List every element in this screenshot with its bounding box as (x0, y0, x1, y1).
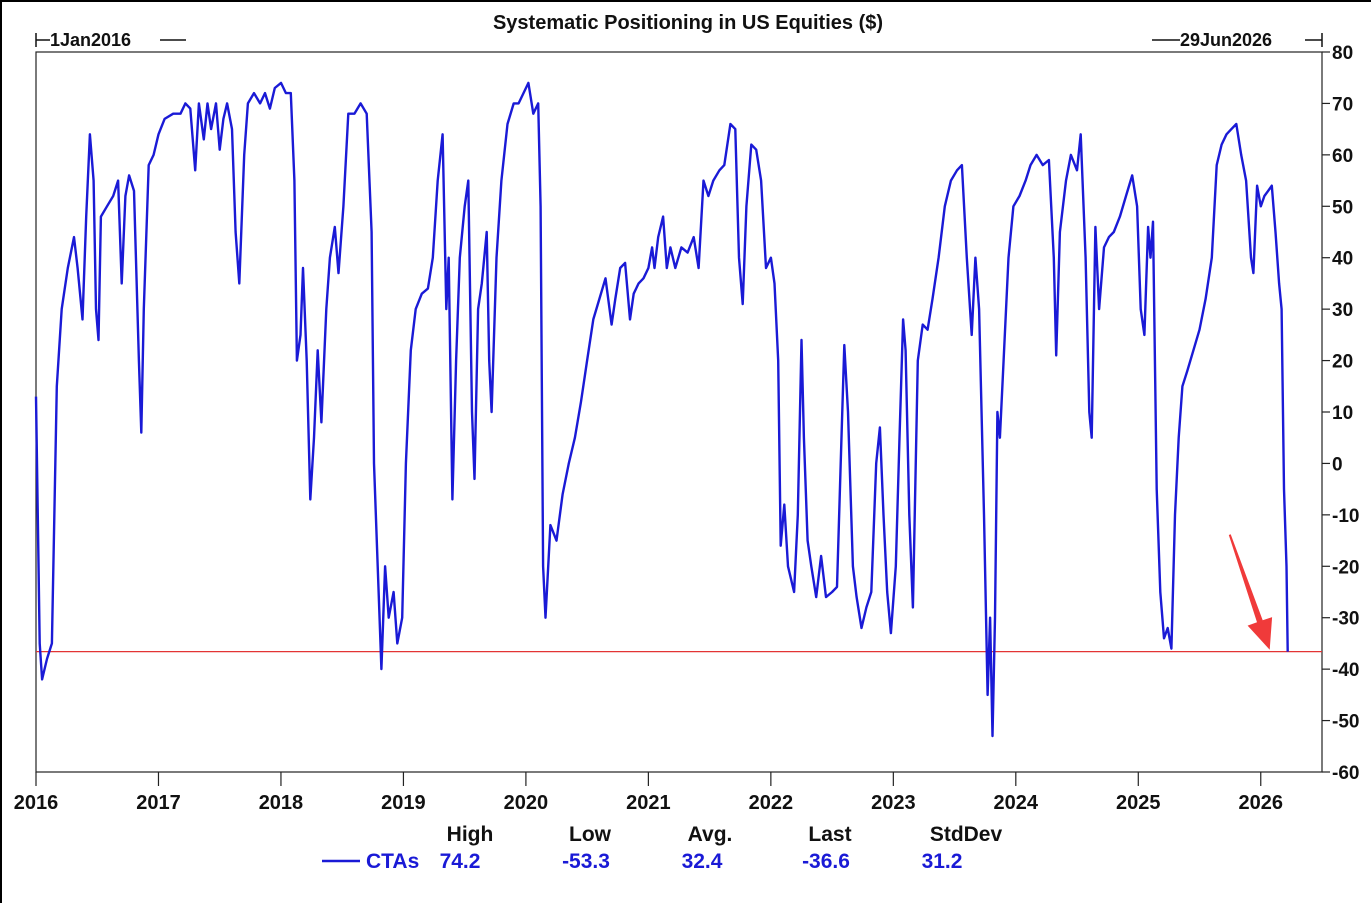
date-range-labels: 1Jan2016 29Jun2026 (35, 30, 1323, 50)
x-tick-label-0: 2016 (14, 792, 59, 814)
stats-value-0-2: 32.4 (682, 850, 723, 873)
chart-title: Systematic Positioning in US Equities ($… (493, 12, 883, 34)
series-line-ctas (34, 81, 1289, 738)
y-tick-label-3: 50 (1332, 197, 1353, 218)
y-tick-label-12: -40 (1332, 660, 1359, 681)
x-tick-label-6: 2022 (749, 792, 794, 814)
x-tick-label-7: 2023 (871, 792, 916, 814)
y-tick-label-9: -10 (1332, 506, 1359, 527)
y-tick-label-5: 30 (1332, 300, 1353, 321)
stats-table: High Low Avg. Last StdDev CTAs 74.2 -53.3 32.4 -3… (322, 823, 1002, 873)
stats-header-4: StdDev (930, 823, 1003, 846)
series-group (34, 81, 1289, 738)
stats-value-0-0: 74.2 (440, 850, 481, 873)
y-tick-label-6: 20 (1332, 352, 1353, 373)
start-date-label: 1Jan2016 (50, 30, 131, 50)
x-tick-label-3: 2019 (381, 792, 426, 814)
stats-header-1: Low (569, 823, 612, 846)
y-tick-label-8: 0 (1332, 454, 1343, 475)
y-tick-label-14: -60 (1332, 763, 1359, 784)
x-tick-label-9: 2025 (1116, 792, 1161, 814)
y-tick-label-10: -20 (1332, 557, 1359, 578)
y-tick-label-13: -50 (1332, 712, 1359, 733)
legend-series-name-0: CTAs (366, 850, 419, 873)
stats-header-3: Last (808, 823, 851, 846)
end-date-label: 29Jun2026 (1180, 30, 1272, 50)
y-tick-label-7: 10 (1332, 403, 1353, 424)
y-tick-label-2: 60 (1332, 146, 1353, 167)
x-tick-label-10: 2026 (1239, 792, 1284, 814)
x-tick-label-8: 2024 (994, 792, 1039, 814)
stats-value-0-3: -36.6 (802, 850, 850, 873)
stats-header-2: Avg. (688, 823, 733, 846)
x-tick-label-2: 2018 (259, 792, 304, 814)
y-tick-label-4: 40 (1332, 249, 1353, 270)
annotation-arrow (1228, 534, 1273, 650)
y-tick-label-1: 70 (1332, 94, 1353, 115)
x-tick-label-5: 2021 (626, 792, 671, 814)
y-axis: 80 70 60 50 40 30 20 10 0 -10 -20 -30 -40 -50 -60 (1322, 43, 1359, 784)
x-tick-label-4: 2020 (504, 792, 549, 814)
stats-value-0-1: -53.3 (562, 850, 610, 873)
plot-area (35, 51, 1323, 773)
y-tick-label-0: 80 (1332, 43, 1353, 64)
annotation-arrow-group (1228, 534, 1273, 650)
x-axis: 2016 2017 2018 2019 2020 2021 2022 2023 2024 2025… (14, 772, 1283, 814)
stats-value-0-4: 31.2 (922, 850, 963, 873)
y-tick-label-11: -30 (1332, 609, 1359, 630)
x-tick-label-1: 2017 (136, 792, 181, 814)
stats-header-0: High (447, 823, 494, 846)
